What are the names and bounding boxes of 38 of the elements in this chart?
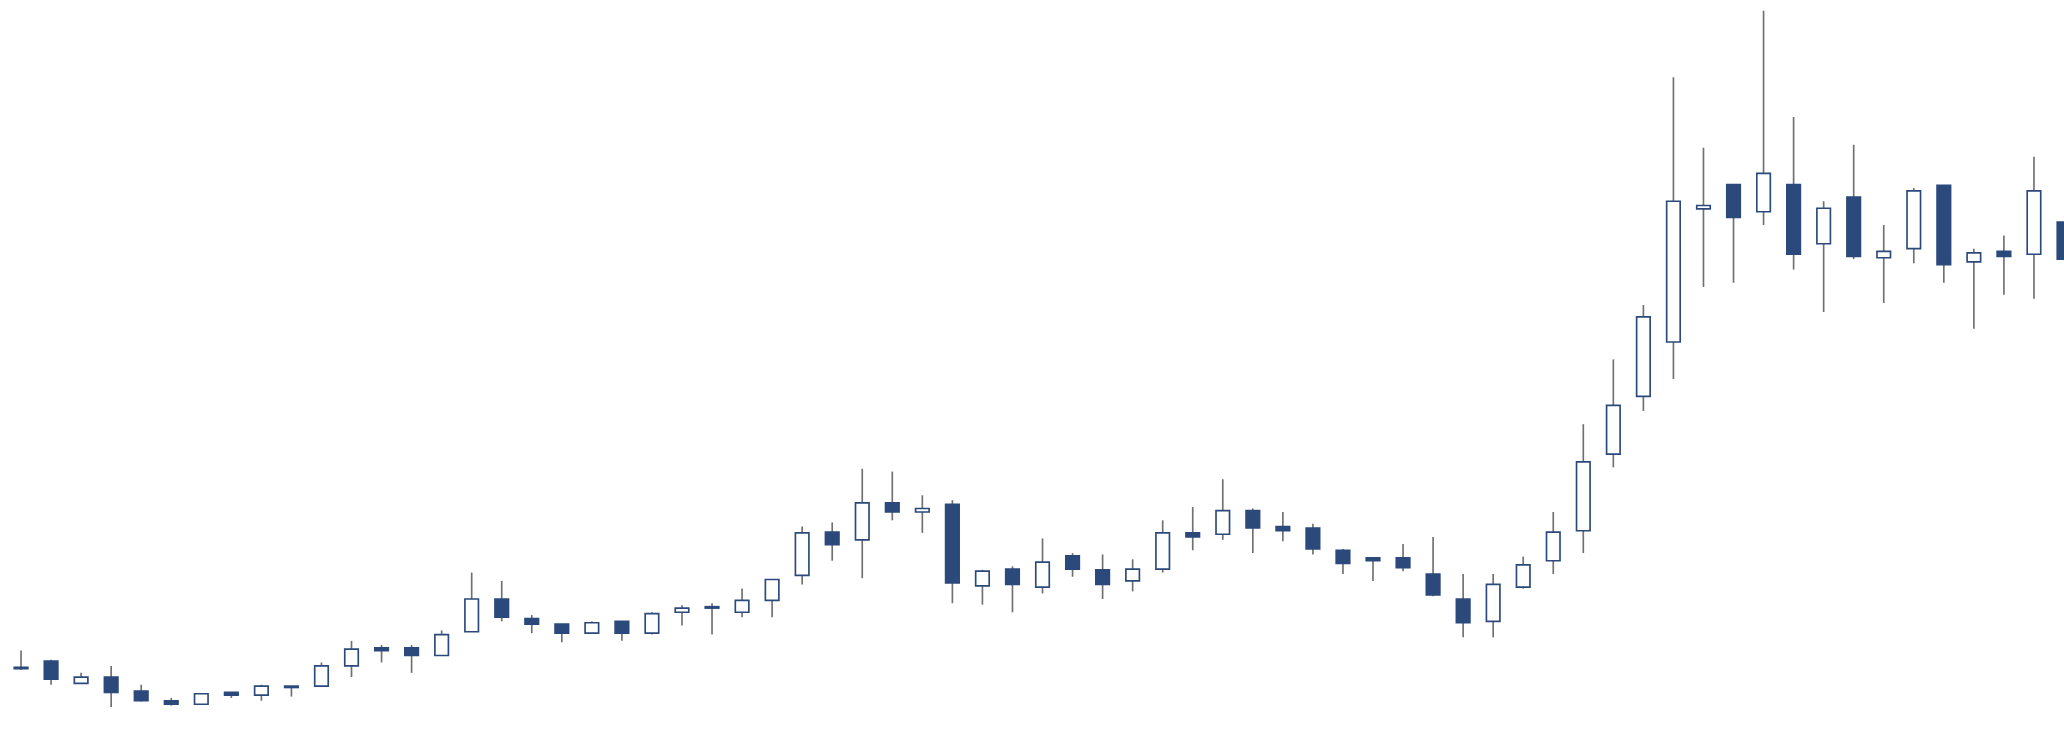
candlestick bbox=[103, 665, 119, 707]
candlestick bbox=[1695, 146, 1712, 288]
candlestick bbox=[974, 568, 991, 606]
candlestick bbox=[1455, 573, 1471, 639]
candlestick bbox=[1996, 234, 2012, 296]
candlestick bbox=[43, 658, 59, 686]
candlestick bbox=[914, 494, 930, 534]
candlestick bbox=[764, 578, 780, 618]
candlestick bbox=[1395, 543, 1411, 573]
candlestick bbox=[1215, 478, 1231, 541]
candlestick bbox=[704, 602, 720, 636]
candlestick bbox=[1275, 511, 1291, 543]
candlestick bbox=[1245, 507, 1261, 554]
candlestick bbox=[313, 661, 330, 687]
candlestick bbox=[1335, 548, 1351, 575]
candlestick bbox=[1425, 536, 1441, 598]
candlestick bbox=[674, 604, 690, 627]
candlestick bbox=[494, 580, 510, 623]
candlestick bbox=[1966, 247, 1982, 330]
candlestick bbox=[1185, 506, 1201, 552]
candlestick bbox=[434, 629, 450, 657]
candlestick bbox=[884, 470, 900, 522]
candlestick bbox=[1064, 552, 1081, 578]
candlestick bbox=[824, 521, 840, 562]
candlestick bbox=[343, 639, 360, 678]
candlestick bbox=[1305, 522, 1321, 556]
candlestick bbox=[614, 620, 630, 642]
candlestick bbox=[1515, 555, 1531, 590]
candlestick bbox=[1876, 224, 1892, 304]
candlestick bbox=[1095, 553, 1111, 600]
candlestick bbox=[644, 611, 660, 636]
candlestick bbox=[554, 623, 570, 644]
candlestick bbox=[404, 644, 420, 674]
candlestick bbox=[1004, 565, 1021, 614]
candlestick bbox=[1365, 557, 1381, 582]
candlestick bbox=[1125, 558, 1141, 593]
candlestick bbox=[524, 614, 540, 635]
candlestick bbox=[734, 587, 750, 618]
